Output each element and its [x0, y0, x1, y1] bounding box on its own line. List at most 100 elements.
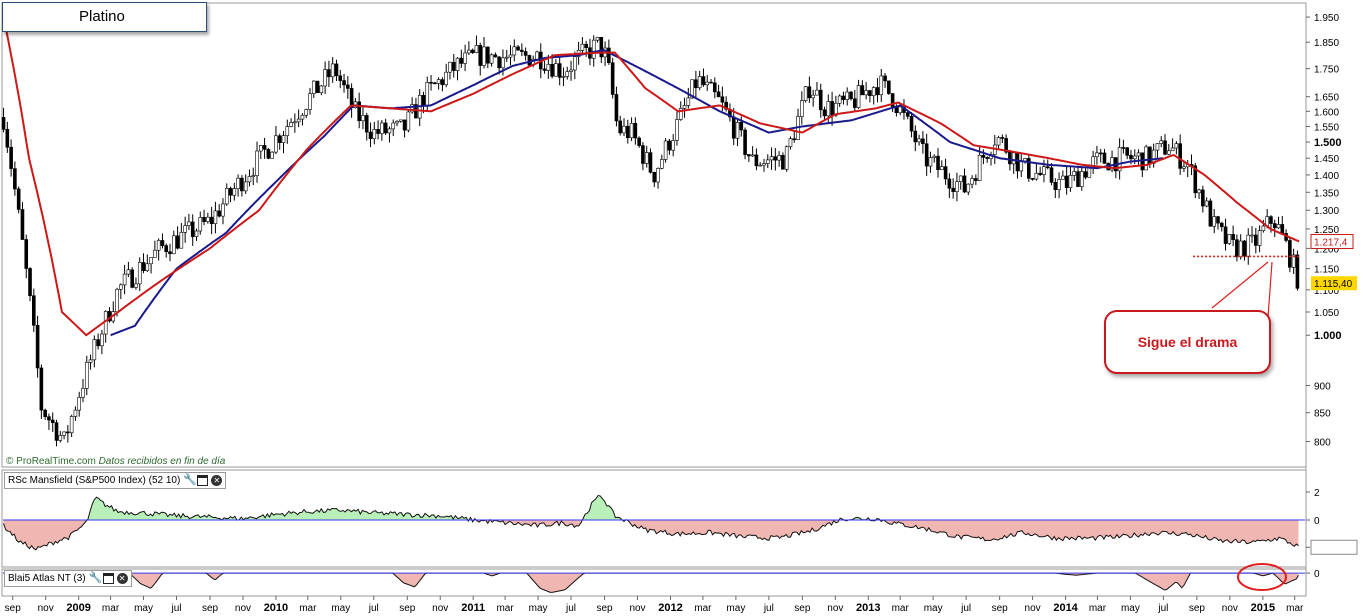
candle-body [315, 80, 320, 94]
candle-body [156, 240, 161, 251]
candle-body [478, 45, 483, 66]
candle-body [137, 262, 142, 285]
x-tick-label: mar [1089, 603, 1107, 614]
x-tick-label: sep [399, 603, 416, 614]
close-icon[interactable]: ✕ [211, 475, 223, 486]
rsc-value-tag [1310, 539, 1358, 555]
candle-body [781, 155, 785, 170]
price-tick-label: 1.850 [1314, 38, 1339, 49]
candle-body [28, 268, 32, 297]
candle-body [32, 295, 36, 326]
candle-body [523, 51, 528, 56]
candle-body [361, 115, 365, 122]
x-tick-label: sep [5, 603, 22, 614]
candle-body [247, 176, 252, 183]
close-icon[interactable]: ✕ [116, 573, 128, 584]
x-tick-label: nov [432, 603, 448, 614]
candle-body [183, 225, 187, 233]
chart-title: Platino [79, 8, 125, 25]
x-tick-label: nov [235, 603, 251, 614]
candle-body [1280, 224, 1285, 234]
candle-body [1242, 240, 1247, 257]
price-tick-label: 1.750 [1314, 65, 1339, 76]
x-tick-label: nov [38, 603, 54, 614]
price-tick-label: 1.100 [1314, 286, 1339, 297]
candle-body [194, 230, 199, 237]
candle-body [39, 367, 44, 411]
candle-body [486, 46, 490, 64]
candle-body [433, 82, 437, 85]
candle-body [300, 114, 305, 120]
x-tick-label: jul [368, 603, 379, 614]
candle-body [1064, 175, 1069, 188]
candle-body [1034, 172, 1039, 180]
candle-body [66, 431, 70, 434]
candle-body [1015, 152, 1020, 172]
candle-body [232, 188, 237, 196]
price-tick-label: 1.600 [1314, 107, 1339, 118]
rsc-negative-area [3, 520, 1299, 550]
candle-body [871, 87, 876, 96]
candle-body [739, 121, 744, 131]
candle-body [281, 135, 286, 143]
candle-body [932, 155, 937, 158]
candle-body [190, 221, 195, 237]
candle-body [1269, 216, 1273, 224]
candle-body [731, 116, 736, 139]
candle-body [1072, 171, 1077, 176]
candle-body [610, 62, 615, 95]
rsc-indicator-name: RSc Mansfield (S&P500 Index) (52 10) [8, 475, 181, 486]
candle-body [656, 168, 660, 183]
candle-body [940, 166, 944, 171]
candle-body [1038, 172, 1042, 175]
x-tick-label: mar [496, 603, 514, 614]
candle-body [1238, 240, 1243, 258]
candle-body [898, 106, 902, 114]
candle-body [1076, 171, 1080, 187]
candle-body [1208, 200, 1213, 227]
candle-body [1246, 234, 1251, 257]
candle-body [16, 188, 21, 210]
candle-body [1204, 200, 1209, 207]
window-icon[interactable] [102, 573, 114, 584]
atlas-tick-label: 0 [1314, 569, 1320, 580]
candle-body [1136, 152, 1141, 157]
candlestick-series [1, 35, 1300, 447]
wrench-icon[interactable]: 🔧 [88, 572, 103, 584]
candle-body [864, 90, 868, 96]
x-tick-label: 2011 [461, 602, 485, 614]
candle-body [209, 216, 214, 224]
candle-body [436, 79, 441, 84]
candle-body [660, 159, 664, 169]
window-icon[interactable] [197, 475, 209, 486]
candle-body [77, 397, 82, 411]
candle-body [629, 122, 634, 139]
candle-body [1000, 137, 1005, 139]
candle-body [966, 183, 971, 193]
candle-body [24, 239, 29, 269]
candle-body [777, 155, 781, 161]
annotation-callout-text: Sigue el drama [1137, 334, 1238, 350]
wrench-icon[interactable]: 🔧 [183, 474, 198, 486]
data-source-credit: © ProRealTime.com Datos recibidos en fin… [6, 456, 225, 467]
ma-value-label: 1.217,4 [1314, 238, 1348, 249]
atlas-indicator-name: Blai5 Atlas NT (3) [8, 573, 86, 584]
candle-body [561, 76, 566, 78]
x-tick-label: 2013 [856, 602, 880, 614]
candle-body [750, 154, 755, 157]
candle-body [565, 71, 570, 77]
candle-body [690, 79, 694, 99]
candle-body [1011, 152, 1016, 165]
candle-body [784, 146, 789, 170]
candle-body [607, 47, 611, 64]
credit-note: Datos recibidos en fin de día [98, 456, 226, 467]
candle-body [277, 135, 282, 143]
candle-body [421, 95, 426, 106]
candle-body [459, 57, 464, 64]
candle-body [262, 145, 267, 150]
candle-body [682, 105, 687, 109]
x-tick-label: 2012 [658, 602, 682, 614]
candle-body [671, 140, 675, 151]
x-tick-label: may [1121, 603, 1140, 614]
x-tick-label: mar [892, 603, 910, 614]
